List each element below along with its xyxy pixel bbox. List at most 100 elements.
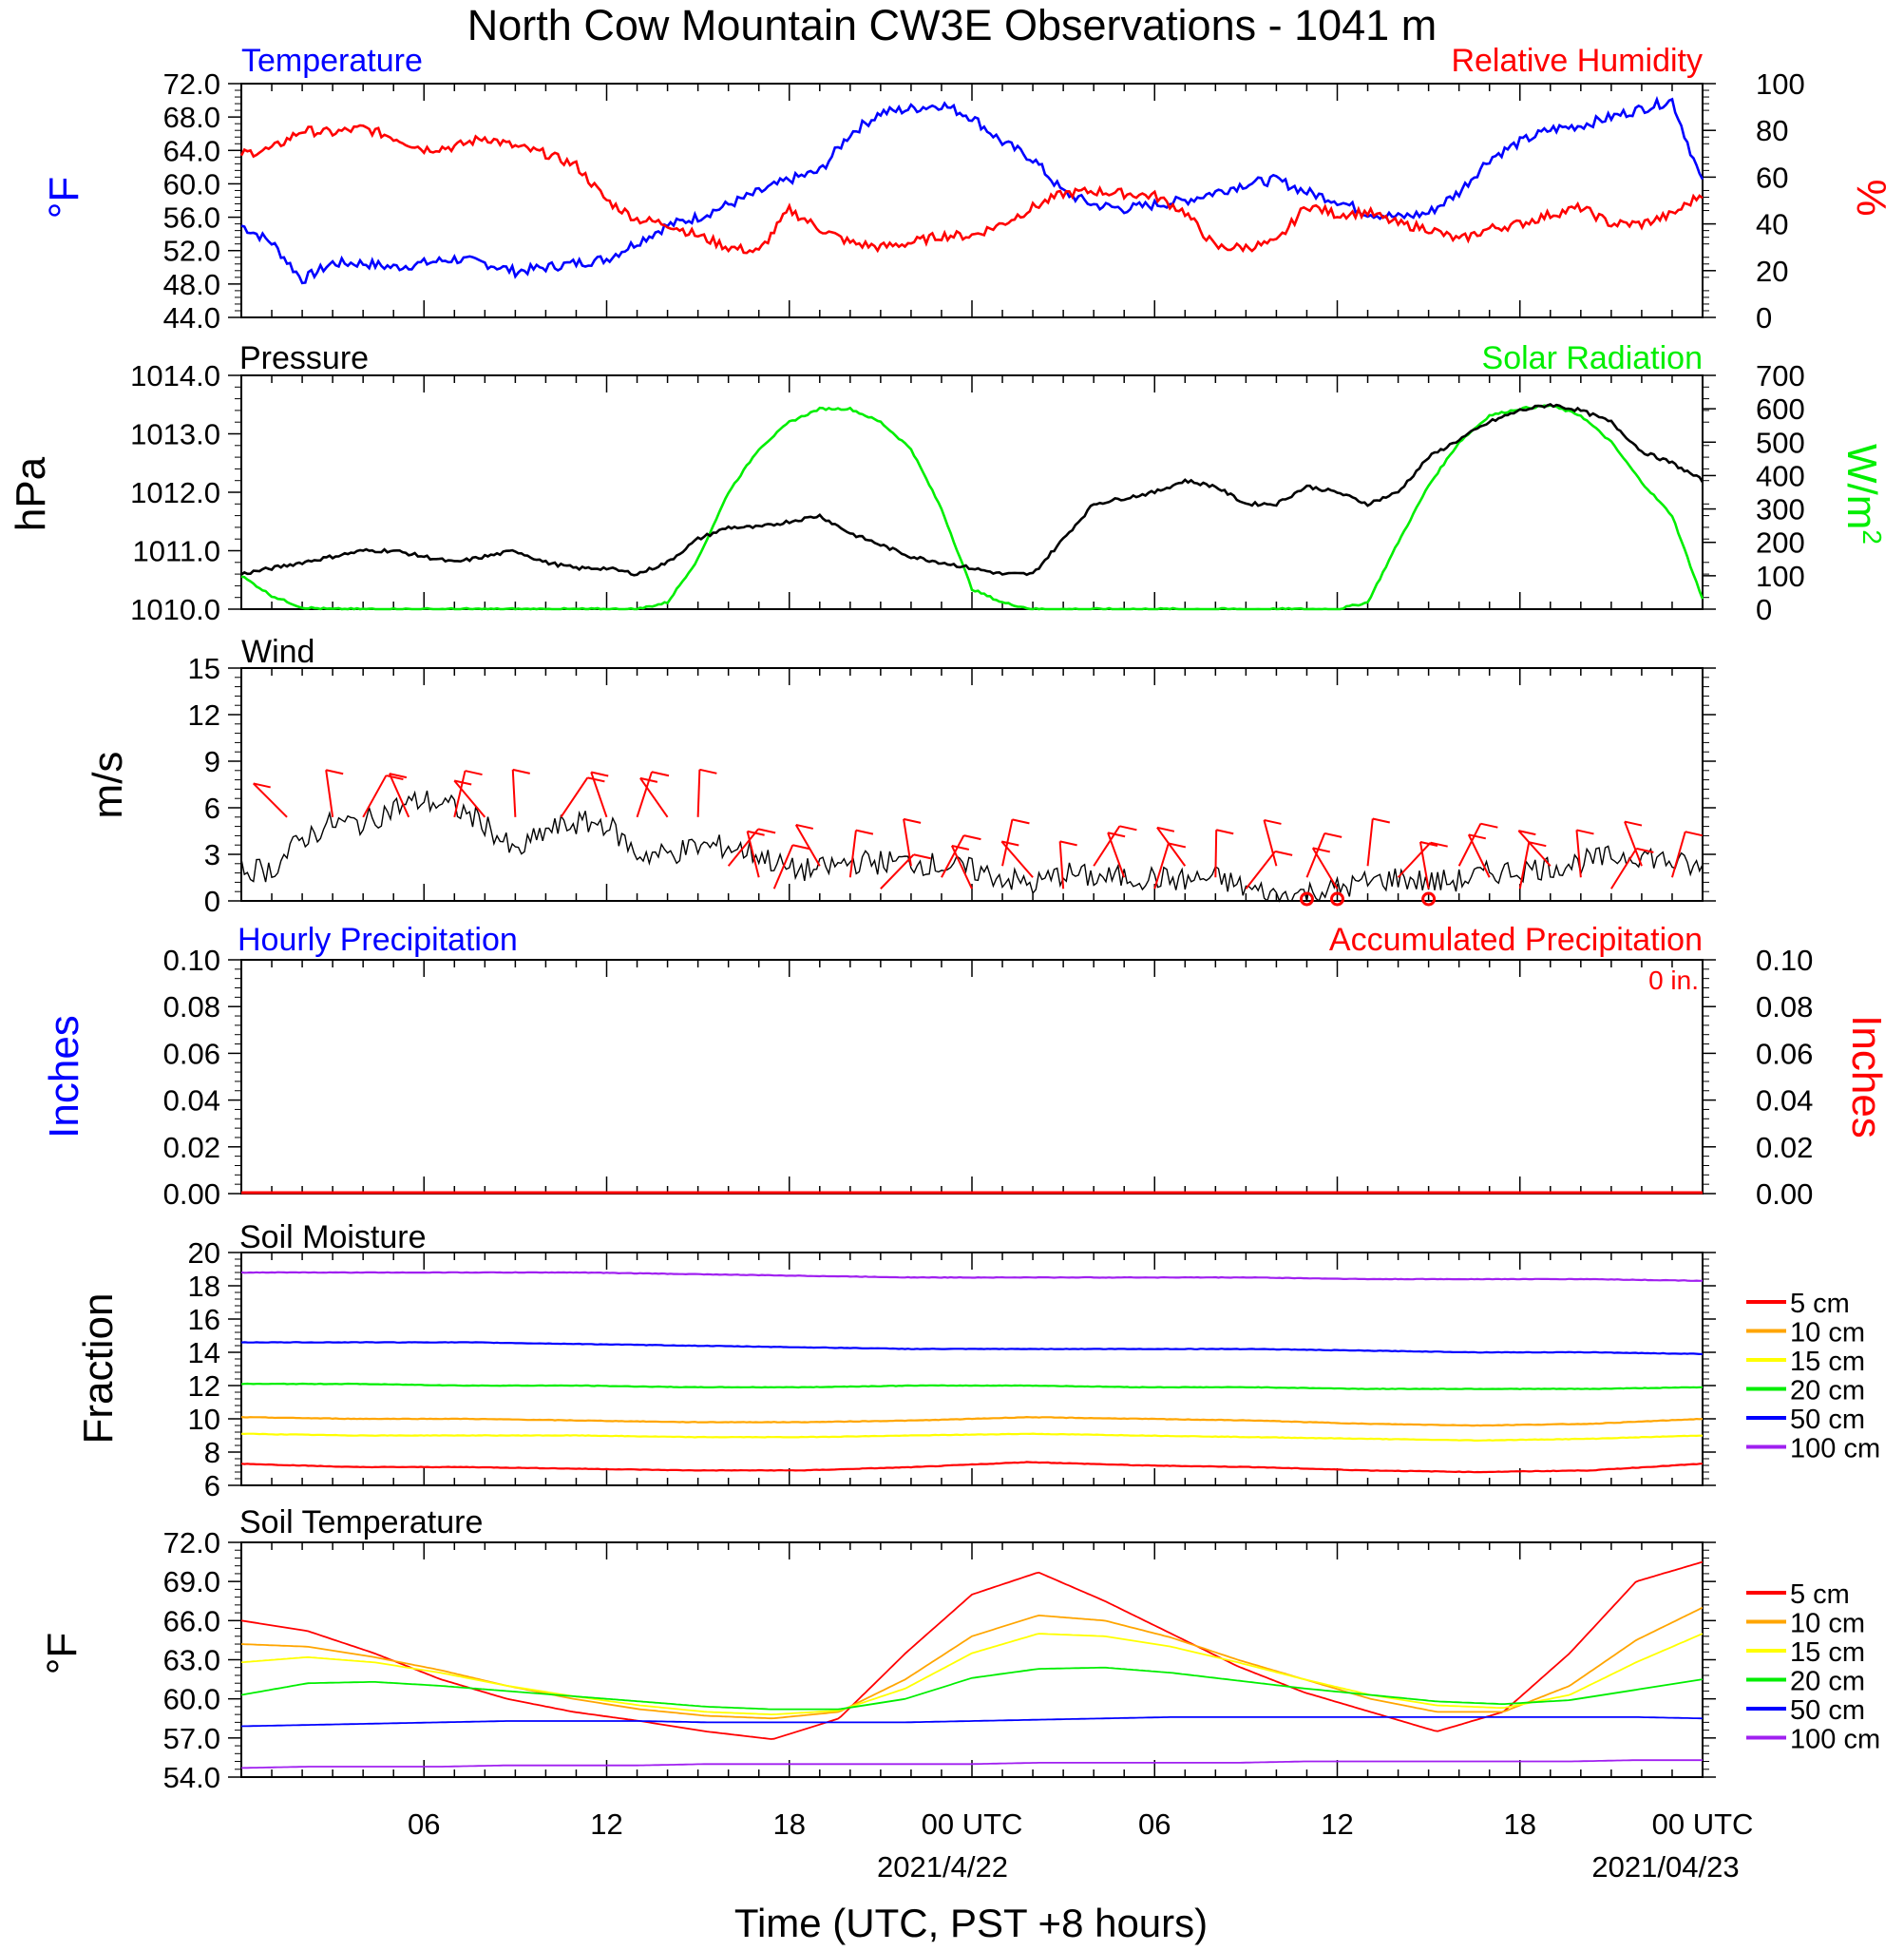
wind-barb-flag [963,834,981,841]
wind-speed-line [240,790,1704,903]
y-tick-label-right: 40 [1756,208,1788,241]
rh-ylabel: % [1848,179,1894,216]
x-tick-label: 18 [773,1808,806,1841]
plot-frame [240,959,1704,1195]
wind-barb [1000,840,1034,878]
x-axis-label: Time (UTC, PST +8 hours) [734,1901,1208,1945]
y-tick-label-left: 69.0 [163,1565,220,1598]
precip-ylabel-right: Inches [1843,1015,1890,1138]
y-tick-label-right: 100 [1756,560,1805,593]
y-tick-label-left: 44.0 [163,301,220,335]
precipitation-plot: 0.00 0.02 0.04 0.06 0.08 0.10 0.00 0.02 0.04 0.06… [163,944,1814,1211]
y-tick-label-left: 1012.0 [130,476,220,509]
y-tick-label-right: 200 [1756,526,1805,560]
y-tick-label-right: 0.06 [1756,1037,1813,1070]
wind-barb [941,834,965,878]
legend-label: 50 cm [1790,1695,1865,1726]
wind-barb [639,777,669,818]
wind-barb-flag [1576,829,1594,835]
wind-barb-flag [1529,841,1547,848]
y-tick-label-left: 0.02 [163,1131,220,1164]
y-tick-label-left: 8 [204,1436,220,1469]
wind-barb-flag [1012,818,1030,825]
y-tick-label-left: 0 [204,885,220,918]
wind-barb [696,769,701,817]
y-tick-label-left: 14 [188,1336,220,1369]
y-tick-label-right: 0.04 [1756,1084,1813,1118]
y-tick-label-left: 9 [204,745,220,778]
calm-wind-marker [1330,891,1344,907]
y-tick-label-left: 54.0 [163,1761,220,1794]
wind-barb [453,770,466,818]
accum-precip-title: Accumulated Precipitation [1329,922,1703,958]
wind-plot: 0 3 6 9 12 15 [188,652,1716,918]
wind-barb [560,776,589,818]
wind-barb [388,773,410,818]
wind-barb-flag [1001,840,1019,847]
wind-barb-flag [1168,842,1187,849]
wind-barb-flag [1430,841,1448,848]
y-tick-label-left: 16 [188,1303,220,1336]
wind-barb-flag [591,771,609,777]
x-tick-label: 00 UTC [922,1808,1023,1841]
y-tick-label-right: 700 [1756,359,1805,392]
wind-barb-flag [1312,847,1330,853]
soil-moisture-title: Soil Moisture [239,1219,427,1255]
panel-soil-temperature: Soil Temperature °F 54.0 57.0 60.0 63.0 66.0… [39,1504,1880,1794]
solar-title: Solar Radiation [1482,340,1703,376]
wind-barb [950,845,973,889]
legend-label: 5 cm [1790,1579,1850,1610]
wind-barb-flag [453,779,472,786]
x-tick-label: 12 [590,1808,622,1841]
rh-line [239,124,1704,255]
figure-title: North Cow Mountain CW3E Observations - 1… [467,1,1437,49]
soil-line-10cm [240,1415,1704,1427]
pressure-line [240,403,1704,577]
plot-frame [240,374,1704,610]
wind-barb-flag [1372,817,1390,824]
legend-label: 100 cm [1790,1725,1880,1755]
y-tick-label-left: 0.08 [163,990,220,1023]
wind-barb [325,770,334,817]
wind-barb-flag [1274,850,1293,856]
y-tick-label-left: 72.0 [163,67,220,101]
solar-radiation-line [240,404,1704,611]
wind-barb [794,824,821,867]
wind-barb [1624,821,1643,867]
y-tick-label-left: 15 [188,652,220,685]
legend-label: 10 cm [1790,1609,1865,1639]
wind-barb [1058,841,1065,889]
wind-barb-flag [1215,829,1234,835]
pressure-ylabel: hPa [8,456,54,531]
y-tick-label-left: 63.0 [163,1644,220,1677]
wind-barb [903,818,912,867]
soil-line-5cm [240,1560,1704,1740]
plot-frame [240,1252,1704,1486]
y-tick-label-left: 60.0 [163,1683,220,1716]
soil-line-15cm [240,1633,1704,1716]
wind-barb [1670,831,1686,878]
wind-barb-flag [1685,831,1703,837]
calm-wind-marker [1299,891,1314,907]
wind-barb [1311,847,1339,889]
y-tick-label-left: 66.0 [163,1604,220,1637]
wind-barb-flag [913,853,931,860]
y-tick-label-left: 10 [188,1403,220,1436]
wind-barb-flag [1636,847,1654,853]
wind-barb [511,769,517,817]
precip-ylabel-left: Inches [41,1015,87,1138]
temperature-rh-plot: 44.048.052.056.060.064.068.072.0 0 20 40 60 8… [163,67,1805,335]
wind-barb [1214,830,1218,878]
wind-barb [1518,841,1531,889]
wind-barb [727,828,759,867]
wind-barb-flag [747,830,765,836]
legend-label: 5 cm [1790,1289,1850,1319]
wind-barb-flag [1107,832,1126,838]
y-tick-label-left: 20 [188,1236,220,1270]
y-tick-label-left: 3 [204,838,220,871]
wind-barb [1153,843,1170,889]
